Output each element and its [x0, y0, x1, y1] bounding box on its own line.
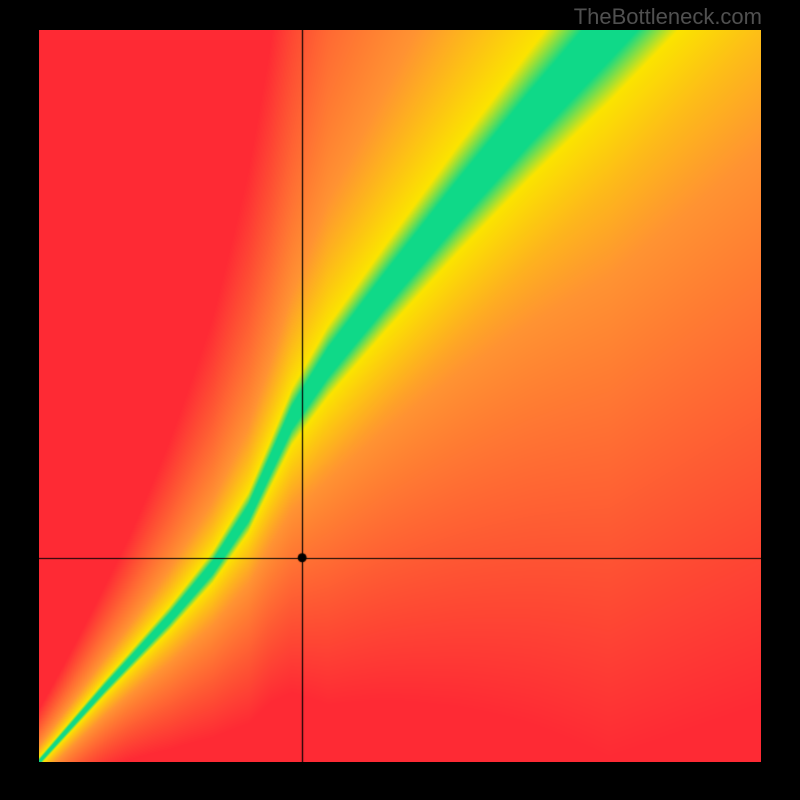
- watermark-text: TheBottleneck.com: [574, 4, 762, 30]
- bottleneck-heatmap: [39, 30, 761, 762]
- chart-container: TheBottleneck.com: [0, 0, 800, 800]
